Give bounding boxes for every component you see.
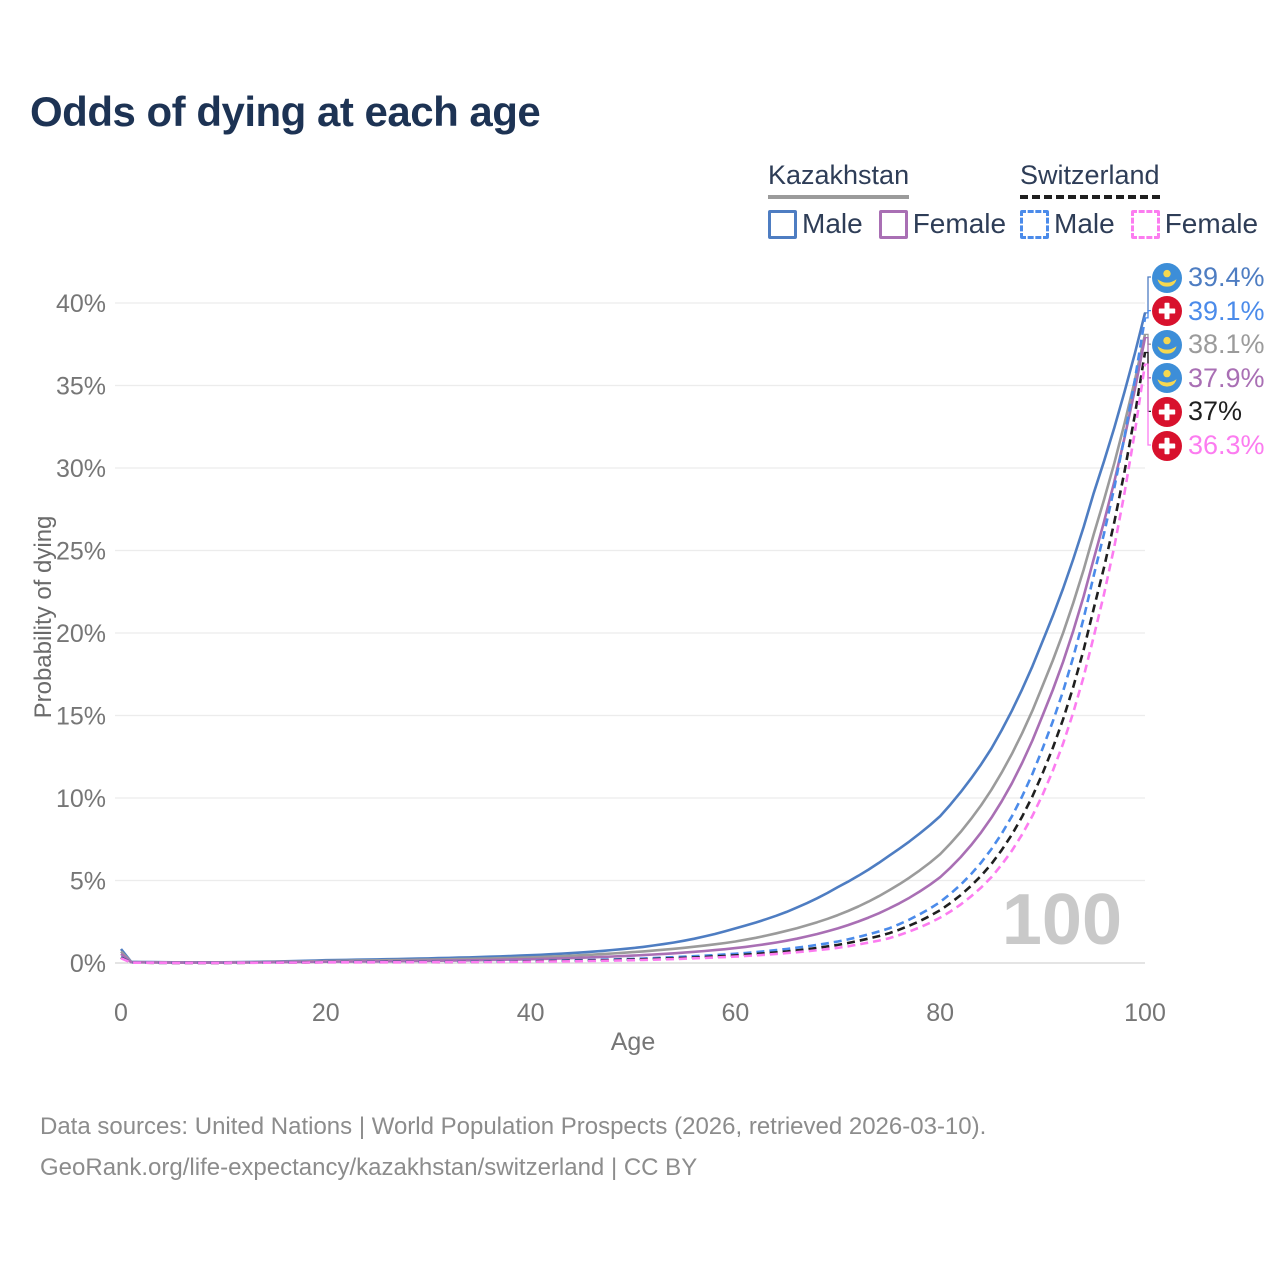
kazakhstan-flag-icon: [1152, 262, 1182, 293]
end-value-kazakhstan-male: 39.4%: [1188, 262, 1265, 292]
x-tick-label: 100: [1124, 999, 1166, 1027]
kazakhstan-flag-icon: [1152, 363, 1182, 394]
legend-item-switzerland-female[interactable]: Female: [1130, 208, 1259, 240]
leader-line-kazakhstan-male: [1144, 276, 1151, 314]
kazakhstan-female-swatch-icon: [878, 209, 908, 239]
x-tick-label: 60: [721, 999, 749, 1027]
legend-group-switzerland: Switzerland Male Female: [1020, 160, 1258, 240]
x-tick-label: 80: [926, 999, 954, 1027]
series-line-switzerland-both-sexes: [120, 352, 1147, 965]
switzerland-flag-icon: [1152, 396, 1182, 427]
switzerland-flag-icon: [1152, 430, 1182, 461]
kazakhstan-male-swatch-icon: [768, 209, 797, 239]
legend-item-kazakhstan-female[interactable]: Female: [878, 208, 1007, 240]
legend-row-switzerland: Male Female: [1020, 208, 1258, 240]
footer-data-sources: Data sources: United Nations | World Pop…: [40, 1113, 987, 1140]
end-value-kazakhstan-both-sexes: 38.1%: [1188, 329, 1265, 360]
legend-group-title-kazakhstan: Kazakhstan: [768, 160, 910, 199]
y-tick-label: 15%: [56, 703, 106, 731]
end-value-switzerland-female: 36.3%: [1188, 430, 1265, 460]
legend-label-switzerland-female: Female: [1164, 208, 1259, 239]
y-tick-label: 0%: [70, 950, 106, 978]
series-line-switzerland-male: [120, 317, 1147, 965]
series-line-kazakhstan-male: [119, 312, 1147, 964]
end-label-switzerland-female: 36.3%: [1152, 430, 1265, 461]
leader-line-switzerland-male: [1144, 309, 1151, 319]
series-line-switzerland-female: [120, 363, 1147, 965]
y-tick-label: 25%: [56, 538, 106, 566]
legend-label-switzerland-male: Male: [1054, 208, 1115, 239]
end-value-kazakhstan-female: 37.9%: [1188, 362, 1265, 393]
y-axis-title: Probability of dying: [30, 515, 57, 719]
end-value-switzerland-male: 39.1%: [1188, 295, 1265, 326]
y-tick-label: 40%: [56, 290, 106, 318]
legend-row-kazakhstan: Male Female: [768, 208, 1006, 240]
end-label-kazakhstan-male: 39.4%: [1152, 262, 1265, 293]
page-title: Odds of dying at each age: [30, 88, 541, 135]
legend-item-kazakhstan-male[interactable]: Male: [768, 208, 863, 240]
x-axis-title: Age: [610, 1028, 656, 1056]
kazakhstan-flag-icon: [1152, 329, 1182, 360]
switzerland-flag-icon: [1152, 296, 1182, 327]
legend-group-title-switzerland: Switzerland: [1020, 160, 1160, 199]
footer: Data sources: United Nations | World Pop…: [40, 1106, 986, 1188]
end-value-switzerland-both-sexes: 37%: [1188, 396, 1243, 427]
switzerland-male-swatch-icon: [1020, 209, 1049, 239]
end-label-switzerland-both-sexes: 37%: [1152, 396, 1242, 427]
series-line-kazakhstan-both-sexes: [120, 334, 1147, 964]
y-tick-label: 20%: [56, 620, 106, 648]
legend-item-switzerland-male[interactable]: Male: [1020, 208, 1115, 240]
legend-label-kazakhstan-female: Female: [912, 208, 1007, 239]
x-tick-label: 0: [114, 999, 128, 1027]
legend-group-kazakhstan: Kazakhstan Male Female: [768, 160, 1006, 240]
leader-line-switzerland-female: [1144, 363, 1151, 446]
footer-attribution: GeoRank.org/life-expectancy/kazakhstan/s…: [40, 1154, 698, 1181]
y-tick-label: 35%: [56, 373, 106, 401]
y-tick-label: 5%: [70, 868, 106, 896]
end-label-kazakhstan-female: 37.9%: [1152, 363, 1265, 394]
end-label-kazakhstan-both-sexes: 38.1%: [1152, 329, 1265, 360]
switzerland-female-swatch-icon: [1130, 209, 1160, 239]
legend-label-kazakhstan-male: Male: [802, 208, 863, 239]
x-tick-label: 40: [517, 999, 545, 1027]
x-tick-label: 20: [312, 999, 340, 1027]
age-watermark: 100: [1002, 880, 1122, 960]
series-line-kazakhstan-female: [120, 337, 1147, 964]
y-tick-label: 10%: [56, 785, 106, 813]
y-tick-label: 30%: [56, 455, 106, 483]
end-label-switzerland-male: 39.1%: [1152, 296, 1265, 327]
